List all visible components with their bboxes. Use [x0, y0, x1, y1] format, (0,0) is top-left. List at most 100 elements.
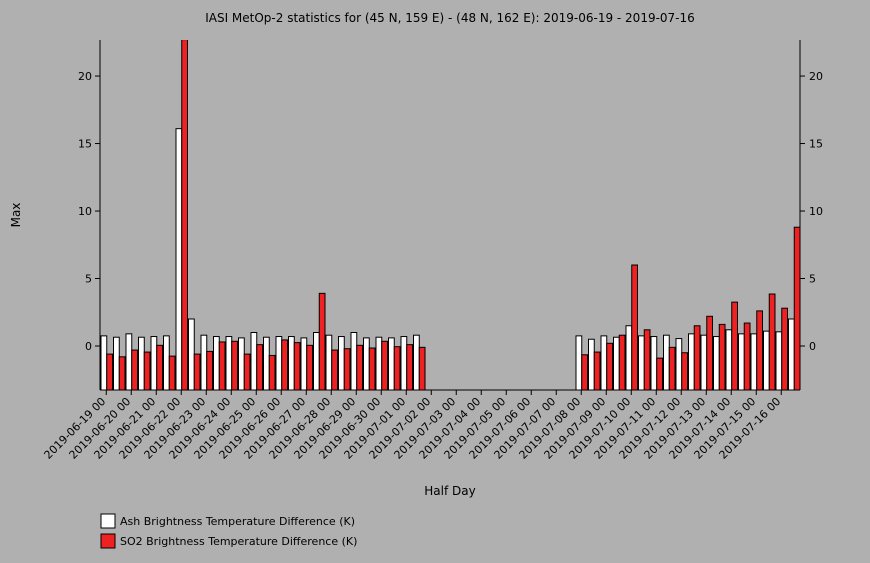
bar	[413, 334, 420, 390]
bar	[606, 342, 613, 390]
bar	[750, 333, 758, 390]
bar	[293, 342, 301, 390]
bar	[168, 355, 176, 390]
legend-label: SO2 Brightness Temperature Difference (K…	[120, 535, 357, 548]
bar	[306, 344, 313, 390]
legend-label: Ash Brightness Temperature Difference (K…	[120, 515, 355, 528]
bar	[675, 338, 683, 390]
bar	[313, 331, 320, 390]
bar	[250, 331, 258, 390]
bar	[131, 349, 138, 390]
y-tick-label: 10	[78, 205, 92, 218]
bar	[125, 333, 133, 390]
bar	[318, 292, 326, 390]
bar	[663, 334, 670, 390]
y-tick-label: 5	[85, 273, 92, 286]
bar	[263, 336, 270, 390]
bar	[106, 353, 113, 390]
y2-tick-label: 10	[809, 205, 823, 218]
bar	[581, 354, 588, 390]
bar	[143, 351, 151, 390]
bar	[200, 334, 208, 390]
bar	[175, 128, 183, 390]
chart-title: IASI MetOp-2 statistics for (45 N, 159 E…	[205, 11, 695, 25]
bar	[706, 315, 713, 390]
y-tick-label: 20	[78, 70, 92, 83]
bar	[238, 337, 245, 390]
bar	[256, 344, 263, 390]
bar	[300, 337, 308, 390]
y-tick-label: 15	[78, 138, 92, 151]
bar	[218, 341, 226, 390]
bar	[406, 344, 413, 390]
bar	[625, 325, 633, 390]
bar	[713, 336, 720, 390]
bar	[668, 346, 676, 390]
bar	[113, 336, 120, 390]
bar	[243, 353, 251, 390]
bar	[650, 336, 658, 390]
bar	[338, 336, 345, 390]
bar	[588, 338, 595, 390]
bar	[738, 333, 745, 390]
bar	[288, 336, 295, 390]
bar	[350, 331, 358, 390]
bar	[225, 336, 233, 390]
bar	[388, 337, 395, 390]
bar	[643, 329, 651, 390]
bar	[731, 301, 738, 390]
bar	[788, 318, 795, 390]
bar	[363, 337, 370, 390]
bar	[193, 353, 201, 390]
bar	[681, 352, 688, 390]
bar	[156, 344, 163, 390]
bar	[381, 340, 388, 390]
bar	[600, 335, 608, 390]
bar	[575, 335, 583, 390]
bar	[718, 323, 726, 390]
bar	[118, 356, 126, 390]
bar	[213, 336, 220, 390]
bar	[775, 331, 783, 390]
bar	[693, 325, 701, 390]
bar	[700, 334, 708, 390]
bar	[400, 336, 408, 390]
bar	[618, 334, 626, 390]
bar	[768, 293, 776, 390]
bar	[656, 357, 663, 390]
bar	[393, 346, 401, 390]
legend-swatch	[100, 533, 116, 549]
bar	[688, 333, 695, 390]
bar	[181, 40, 188, 390]
y2-tick-label: 5	[809, 273, 816, 286]
legend-swatch	[100, 513, 116, 529]
bar	[725, 329, 733, 390]
y-tick-label: 0	[85, 340, 92, 353]
bar	[331, 349, 338, 390]
bar	[375, 336, 383, 390]
bar	[756, 310, 763, 390]
y2-tick-label: 15	[809, 138, 823, 151]
bar	[188, 318, 195, 390]
y2-tick-label: 0	[809, 340, 816, 353]
bar	[325, 334, 333, 390]
bar	[231, 340, 238, 390]
bar	[268, 354, 276, 390]
bar	[368, 347, 376, 390]
bar	[356, 344, 363, 390]
bar	[781, 307, 788, 390]
bar	[613, 336, 620, 390]
bar	[743, 322, 751, 390]
bar	[763, 330, 770, 390]
bar	[100, 335, 108, 390]
x-axis-label: Half Day	[424, 484, 475, 498]
y-axis-label: Max	[9, 203, 23, 228]
y2-tick-label: 20	[809, 70, 823, 83]
bar	[343, 348, 351, 390]
bar	[593, 351, 601, 390]
bar	[206, 350, 213, 390]
bar	[150, 336, 158, 390]
bar	[631, 264, 638, 390]
